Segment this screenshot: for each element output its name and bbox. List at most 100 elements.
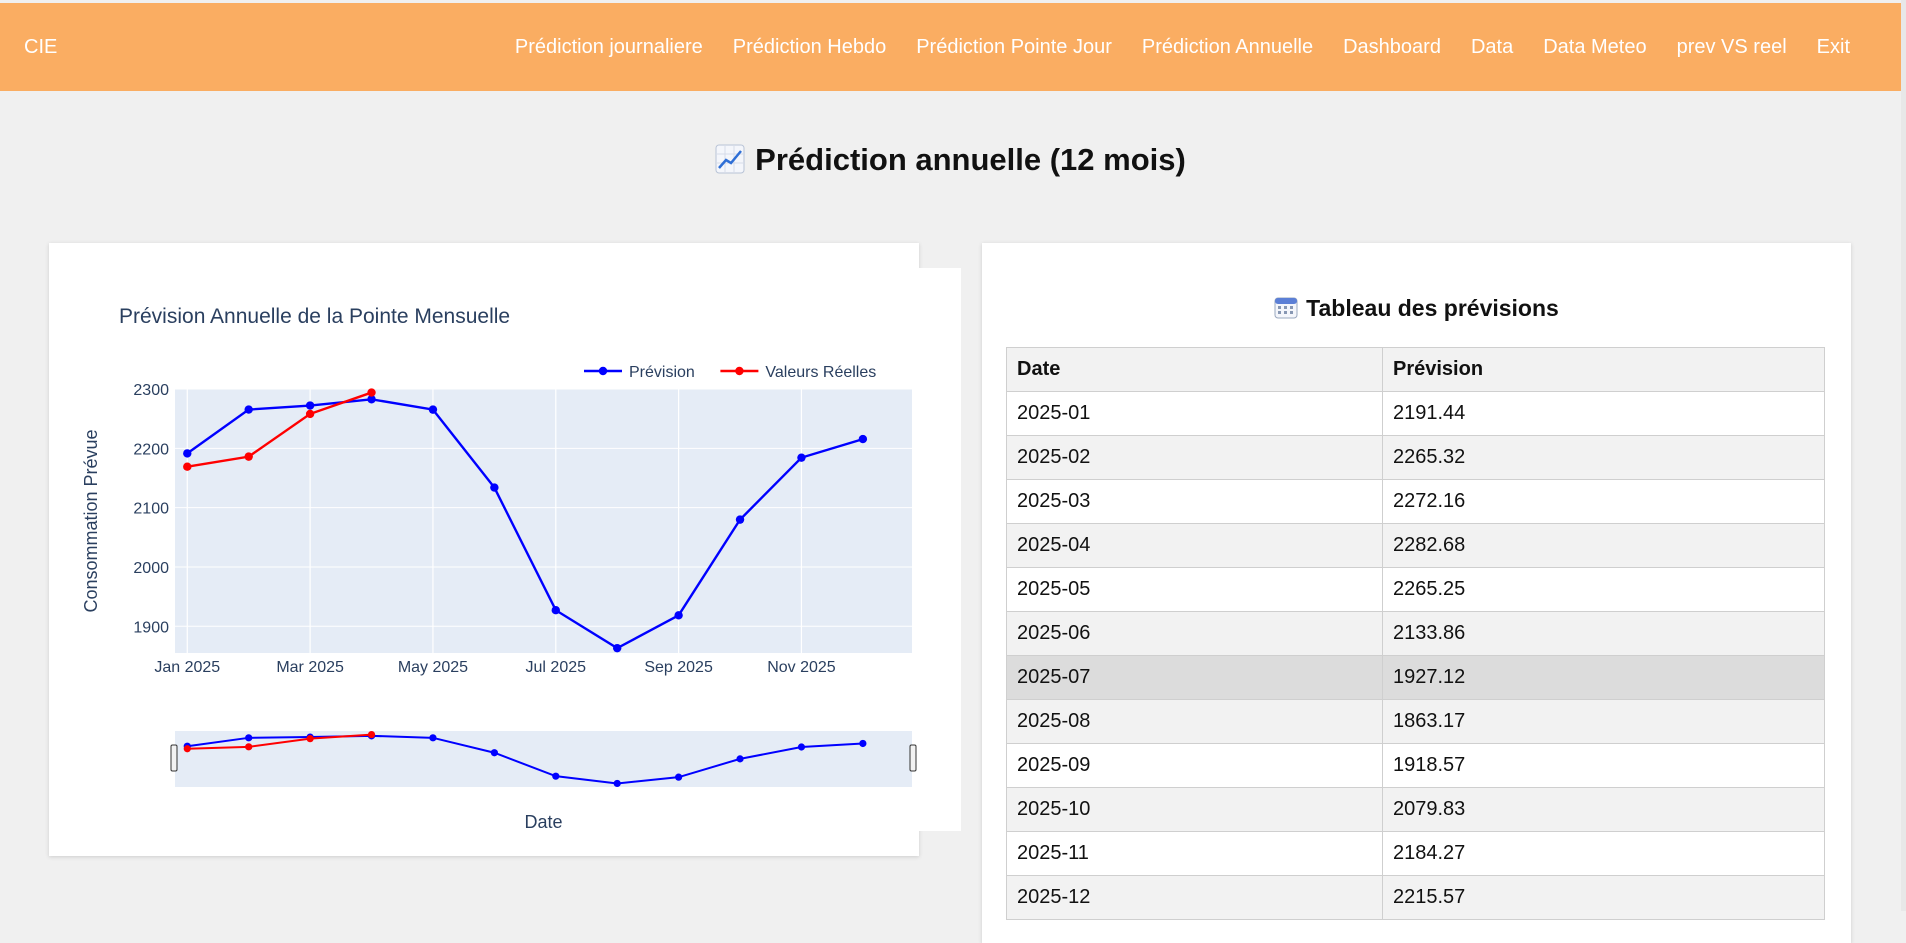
data-point <box>305 409 315 419</box>
cell-date: 2025-11 <box>1006 831 1383 876</box>
cell-date: 2025-10 <box>1006 787 1383 832</box>
y-tick-label: 2000 <box>133 560 169 577</box>
cell-date: 2025-02 <box>1006 435 1383 480</box>
forecast-table: Date Prévision 2025-01 2191.44 2025-02 226… <box>1006 347 1825 920</box>
slider-data-point <box>367 730 376 739</box>
slider-data-point <box>245 734 253 742</box>
y-tick-label: 1900 <box>133 619 169 636</box>
cell-prevision: 2265.32 <box>1382 435 1825 480</box>
data-point <box>367 395 376 404</box>
cell-prevision: 1918.57 <box>1382 743 1825 788</box>
cell-date: 2025-09 <box>1006 743 1383 788</box>
slider-series-line <box>187 734 863 785</box>
table-row: 2025-01 2191.44 <box>1006 391 1825 436</box>
chart-legend[interactable]: Prévision Valeurs Réelles <box>584 364 876 381</box>
cell-date: 2025-08 <box>1006 699 1383 744</box>
table-header-row: Date Prévision <box>1006 347 1825 392</box>
cell-date: 2025-03 <box>1006 479 1383 524</box>
plot-series <box>183 388 868 653</box>
table-row: 2025-11 2184.27 <box>1006 831 1825 876</box>
table-row: 2025-08 1863.17 <box>1006 699 1825 744</box>
data-point <box>735 515 745 524</box>
data-point <box>490 483 499 492</box>
data-point <box>797 453 806 462</box>
data-point <box>183 449 192 458</box>
x-tick-label: Mar 2025 <box>276 659 344 676</box>
table-row: 2025-12 2215.57 <box>1006 875 1825 920</box>
slider-data-point <box>429 734 437 742</box>
nav-item-prediction-hebdo[interactable]: Prédiction Hebdo <box>732 35 887 58</box>
data-point <box>551 606 560 615</box>
y-tick-label: 2200 <box>133 441 169 458</box>
legend-swatch-marker <box>735 366 744 376</box>
y-axis-ticks: 1900 2000 2100 2200 2300 <box>133 382 169 636</box>
nav-item-data-meteo[interactable]: Data Meteo <box>1543 35 1647 58</box>
main-nav: Prédiction journaliere Prédiction Hebdo … <box>485 36 1850 59</box>
slider-data-point <box>859 739 867 748</box>
annual-forecast-chart[interactable]: Prévision Annuelle de la Pointe Mensuell… <box>49 243 919 856</box>
range-slider-series <box>183 730 867 788</box>
x-tick-label: May 2025 <box>398 659 468 676</box>
page-scrollbar[interactable] <box>1901 0 1906 911</box>
calendar-icon <box>1274 295 1298 325</box>
slider-data-point <box>552 772 560 780</box>
legend-swatch-marker <box>598 366 608 376</box>
range-slider[interactable] <box>175 731 912 787</box>
y-tick-label: 2100 <box>133 501 169 518</box>
data-point <box>367 388 376 397</box>
cell-prevision: 2191.44 <box>1382 391 1825 436</box>
table-row: 2025-09 1918.57 <box>1006 743 1825 788</box>
chart-card: Prévision Annuelle de la Pointe Mensuell… <box>49 243 919 856</box>
data-point <box>674 611 683 620</box>
slider-series-line <box>187 733 372 750</box>
y-axis-label: Consommation Prévue <box>81 429 101 612</box>
legend-label: Valeurs Réelles <box>765 364 876 381</box>
table-row-hovered: 2025-07 1927.12 <box>1006 655 1825 700</box>
chart-increasing-icon <box>715 144 745 182</box>
nav-item-data[interactable]: Data <box>1470 35 1514 58</box>
column-header-date: Date <box>1006 347 1383 392</box>
table-row: 2025-06 2133.86 <box>1006 611 1825 656</box>
table-title: Tableau des prévisions <box>982 295 1851 325</box>
data-point <box>613 643 622 653</box>
data-point <box>305 401 315 410</box>
data-point <box>244 405 253 414</box>
page-title: Prédiction annuelle (12 mois) <box>0 142 1901 182</box>
plot-area[interactable] <box>175 389 912 653</box>
slider-data-point <box>675 773 683 781</box>
chart-title: Prévision Annuelle de la Pointe Mensuell… <box>119 305 510 328</box>
table-title-text: Tableau des prévisions <box>1306 295 1559 321</box>
nav-item-prediction-pointe-jour[interactable]: Prédiction Pointe Jour <box>916 35 1112 58</box>
brand-link[interactable]: CIE <box>24 35 58 58</box>
nav-item-prediction-journaliere[interactable]: Prédiction journaliere <box>514 35 703 58</box>
slider-data-point <box>490 749 498 757</box>
table-row: 2025-03 2272.16 <box>1006 479 1825 524</box>
nav-item-prev-vs-reel[interactable]: prev VS reel <box>1676 35 1787 58</box>
x-axis-label: Date <box>524 812 562 832</box>
nav-item-prediction-annuelle[interactable]: Prédiction Annuelle <box>1141 35 1314 58</box>
page-title-text: Prédiction annuelle (12 mois) <box>755 142 1186 177</box>
table-row: 2025-10 2079.83 <box>1006 787 1825 832</box>
data-point <box>858 434 868 444</box>
range-slider-handles <box>170 744 917 772</box>
cell-prevision: 1863.17 <box>1382 699 1825 744</box>
cell-prevision: 2282.68 <box>1382 523 1825 568</box>
slider-data-point <box>183 745 191 753</box>
nav-item-dashboard[interactable]: Dashboard <box>1343 35 1441 58</box>
range-slider-handle <box>170 744 178 772</box>
top-navbar: CIE Prédiction journaliere Prédiction He… <box>0 3 1901 91</box>
data-point <box>428 405 438 414</box>
table-row: 2025-05 2265.25 <box>1006 567 1825 612</box>
range-slider-handle <box>909 744 917 772</box>
cell-prevision: 2184.27 <box>1382 831 1825 876</box>
nav-item-exit[interactable]: Exit <box>1816 35 1850 58</box>
cell-prevision: 2265.25 <box>1382 567 1825 612</box>
cell-prevision: 2272.16 <box>1382 479 1825 524</box>
table-row: 2025-02 2265.32 <box>1006 435 1825 480</box>
legend-label: Prévision <box>629 364 695 381</box>
x-axis-ticks: Jan 2025 Mar 2025 May 2025 Jul 2025 Sep 2025… <box>154 659 835 676</box>
cell-prevision: 2133.86 <box>1382 611 1825 656</box>
data-point <box>244 452 253 461</box>
cell-date: 2025-05 <box>1006 567 1383 612</box>
cell-prevision: 1927.12 <box>1382 655 1825 700</box>
